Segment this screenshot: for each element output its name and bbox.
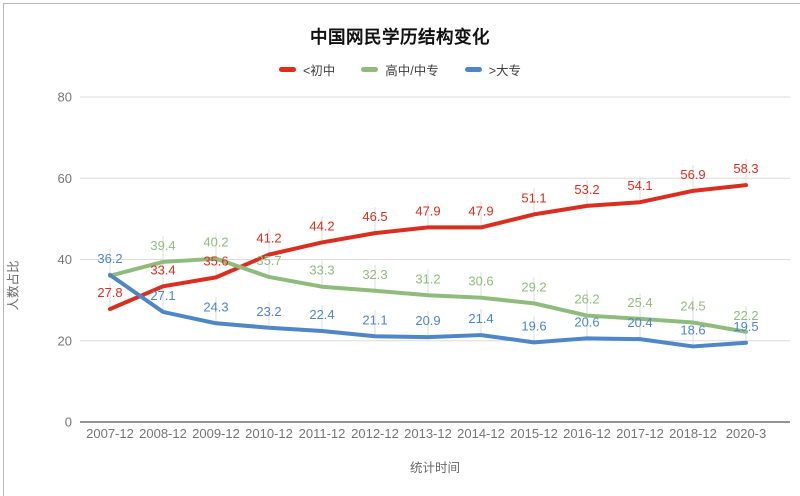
x-tick-label: 2017-12 <box>616 426 664 441</box>
legend-item-below-junior[interactable]: <初中 <box>278 60 336 79</box>
data-label-series-1: 22.2 <box>733 308 758 323</box>
chart-title: 中国网民学历结构变化 <box>310 27 490 47</box>
legend-label: >大专 <box>488 64 522 78</box>
data-label-series-2: 24.3 <box>203 299 228 314</box>
data-label-series-0: 58.3 <box>733 161 758 176</box>
data-label-series-2: 27.1 <box>150 288 175 303</box>
x-tick-label: 2013-12 <box>404 426 452 441</box>
x-tick-label: 2011-12 <box>299 426 346 441</box>
legend-item-high-school[interactable]: 高中/中专 <box>361 60 439 79</box>
y-tick-label: 0 <box>65 415 72 430</box>
legend-label: <初中 <box>302 64 336 78</box>
data-label-series-2: 36.2 <box>97 251 122 266</box>
data-label-series-2: 20.9 <box>415 313 440 328</box>
y-tick-label: 60 <box>58 171 72 186</box>
x-tick-label: 2016-12 <box>563 426 611 441</box>
data-label-series-0: 35.6 <box>203 253 228 268</box>
legend-swatch-red <box>278 67 296 72</box>
legend-item-above-college[interactable]: >大专 <box>464 60 522 79</box>
data-label-series-0: 56.9 <box>680 167 705 182</box>
x-tick-label: 2007-12 <box>86 426 134 441</box>
y-tick-label: 80 <box>58 90 72 105</box>
x-tick-label: 2015-12 <box>510 426 558 441</box>
data-label-series-1: 32.3 <box>362 267 387 282</box>
data-label-series-2: 19.5 <box>733 319 758 334</box>
series-line-0 <box>108 183 748 312</box>
x-tick-label: 2012-12 <box>351 426 399 441</box>
data-label-series-1: 29.2 <box>521 279 546 294</box>
data-label-series-1: 31.2 <box>415 271 440 286</box>
series-line-2 <box>108 272 748 349</box>
data-label-series-0: 41.2 <box>256 231 281 246</box>
data-label-series-2: 20.6 <box>574 314 599 329</box>
data-label-series-0: 47.9 <box>415 203 440 218</box>
data-label-series-1: 30.6 <box>468 274 493 289</box>
data-label-series-0: 33.4 <box>150 262 175 277</box>
data-label-series-0: 54.1 <box>627 178 652 193</box>
data-label-series-1: 39.4 <box>150 238 175 253</box>
data-label-series-0: 53.2 <box>574 182 599 197</box>
x-tick-label: 2020-3 <box>726 426 766 441</box>
x-tick-label: 2009-12 <box>192 426 240 441</box>
data-label-series-1: 35.7 <box>256 253 281 268</box>
data-label-series-0: 27.8 <box>97 285 122 300</box>
x-tick-label: 2018-12 <box>669 426 717 441</box>
data-label-series-2: 19.6 <box>521 318 546 333</box>
y-axis-title: 人数占比 <box>6 260 21 311</box>
data-label-series-2: 20.4 <box>627 315 652 330</box>
x-tick-label: 2008-12 <box>139 426 187 441</box>
legend-label: 高中/中专 <box>385 64 439 78</box>
data-label-series-0: 51.1 <box>521 190 546 205</box>
chart-legend: <初中 高中/中专 >大专 <box>0 60 800 79</box>
series-line-1 <box>108 256 748 334</box>
x-tick-label: 2010-12 <box>245 426 293 441</box>
data-label-series-2: 21.1 <box>362 312 387 327</box>
data-label-series-2: 18.6 <box>680 322 705 337</box>
data-label-series-0: 47.9 <box>468 203 493 218</box>
data-label-series-1: 33.3 <box>309 263 334 278</box>
data-label-series-0: 46.5 <box>362 209 387 224</box>
x-tick-label: 2014-12 <box>457 426 505 441</box>
data-label-series-1: 26.2 <box>574 292 599 307</box>
x-axis-title: 统计时间 <box>409 461 460 475</box>
data-label-series-2: 22.4 <box>309 307 334 322</box>
y-tick-label: 20 <box>58 333 72 348</box>
y-tick-label: 40 <box>58 252 72 267</box>
data-label-series-2: 23.2 <box>256 304 281 319</box>
data-label-series-1: 40.2 <box>203 235 228 250</box>
legend-swatch-blue <box>464 67 482 72</box>
data-label-series-1: 24.5 <box>680 298 705 313</box>
data-label-series-0: 44.2 <box>309 218 334 233</box>
data-label-series-2: 21.4 <box>468 311 493 326</box>
legend-swatch-green <box>361 67 379 72</box>
data-label-series-1: 25.4 <box>627 295 652 310</box>
